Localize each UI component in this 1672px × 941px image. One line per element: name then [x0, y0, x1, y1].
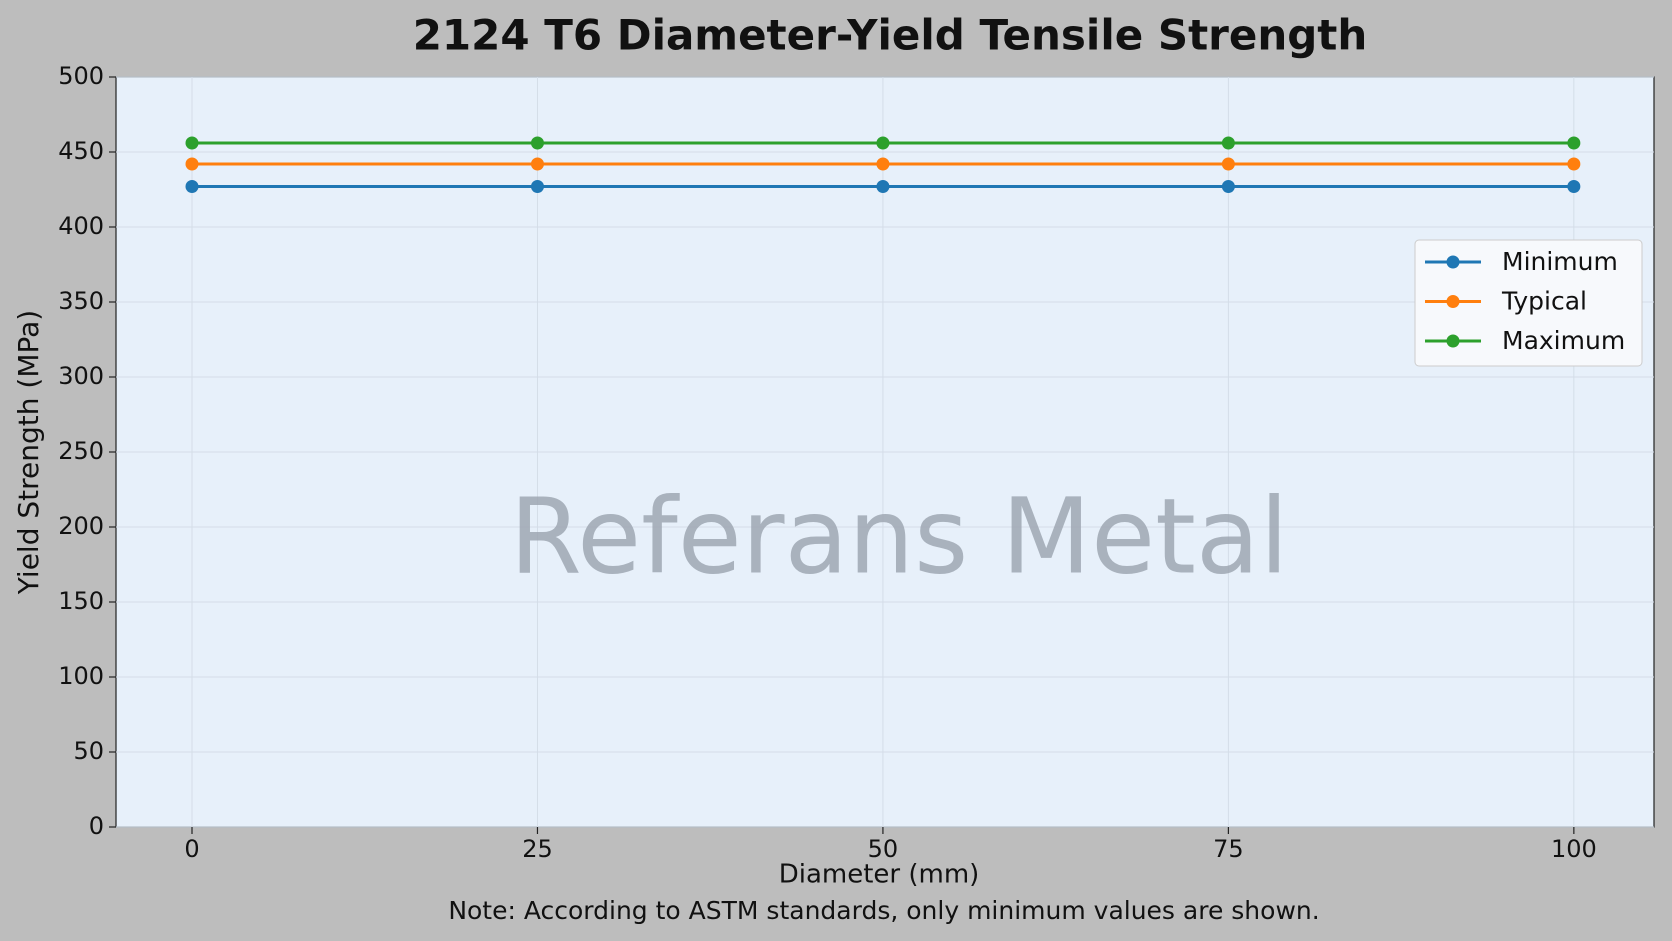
- watermark: Referans Metal: [510, 475, 1289, 597]
- legend-marker: [1446, 334, 1460, 348]
- y-tick-label: 150: [58, 587, 104, 615]
- data-point: [530, 157, 544, 171]
- chart-title: 2124 T6 Diameter-Yield Tensile Strength: [413, 11, 1368, 60]
- x-tick-label: 0: [184, 835, 199, 863]
- x-tick-label: 75: [1213, 835, 1244, 863]
- legend-label: Typical: [1501, 287, 1587, 316]
- data-point: [1567, 180, 1581, 193]
- note: Note: According to ASTM standards, only …: [448, 896, 1319, 925]
- data-point: [185, 157, 199, 171]
- data-point: [876, 180, 890, 193]
- y-tick-label: 50: [73, 737, 104, 765]
- y-tick-label: 450: [58, 137, 104, 165]
- legend-label: Maximum: [1502, 326, 1625, 355]
- y-axis-label: Yield Strength (MPa): [12, 310, 45, 595]
- data-point: [530, 180, 544, 193]
- data-point: [185, 136, 199, 150]
- y-tick-label: 400: [58, 212, 104, 240]
- y-tick-label: 500: [58, 62, 104, 90]
- x-tick-label: 50: [868, 835, 899, 863]
- data-point: [1221, 180, 1235, 193]
- data-point: [1221, 136, 1235, 150]
- data-point: [1567, 157, 1581, 171]
- legend-marker: [1446, 255, 1460, 269]
- data-point: [1567, 136, 1581, 150]
- data-point: [1221, 157, 1235, 171]
- legend-box: [1414, 239, 1643, 367]
- y-tick-label: 0: [89, 812, 104, 840]
- data-point: [185, 180, 199, 193]
- data-point: [876, 136, 890, 150]
- y-tick-label: 250: [58, 437, 104, 465]
- y-tick-label: 300: [58, 362, 104, 390]
- x-tick-label: 25: [522, 835, 553, 863]
- x-axis-label: Diameter (mm): [779, 860, 980, 890]
- x-tick-label: 100: [1551, 835, 1597, 863]
- y-tick-label: 100: [58, 662, 104, 690]
- y-tick-label: 200: [58, 512, 104, 540]
- legend-label: Minimum: [1502, 247, 1618, 276]
- data-point: [876, 157, 890, 171]
- legend-marker: [1446, 295, 1460, 308]
- y-tick-label: 350: [58, 287, 104, 315]
- data-point: [530, 136, 544, 150]
